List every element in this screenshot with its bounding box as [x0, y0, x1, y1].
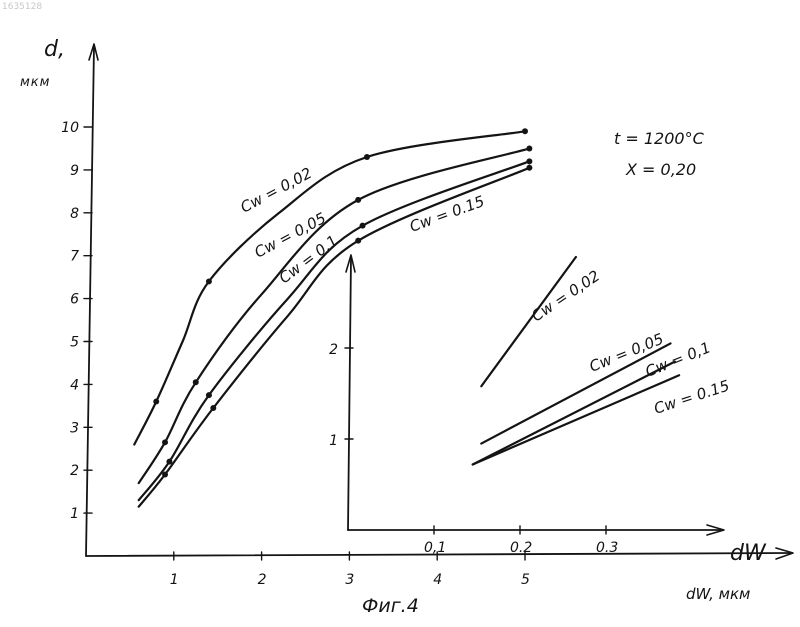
main-series-label: Cw = 0,02 — [237, 164, 315, 217]
corner-id: 1635128 — [2, 2, 42, 12]
y-tick-label: 2 — [70, 463, 79, 479]
main-ticks: 1 2 3 4 5 1 2 3 4 5 6 7 8 9 10 — [61, 120, 530, 588]
condition-fraction: X = 0,20 — [625, 160, 696, 179]
y-tick-label: 7 — [70, 249, 79, 265]
inset-x-axis-label: dW — [730, 541, 767, 566]
main-series-1: Cw = 0,02 — [134, 128, 528, 444]
data-point-marker — [193, 379, 199, 385]
y-tick-label: 5 — [70, 335, 79, 351]
data-point-marker — [153, 399, 159, 405]
x-tick-label: 2 — [258, 572, 267, 588]
data-point-marker — [526, 158, 532, 164]
y-tick-label: 9 — [70, 163, 79, 179]
data-point-marker — [360, 223, 366, 229]
main-series-line — [139, 168, 530, 507]
x-tick-label: 4 — [433, 572, 442, 588]
condition-temperature: t = 1200°C — [614, 129, 705, 148]
data-point-marker — [166, 459, 172, 465]
inset-x-tick-label: 0.2 — [510, 540, 532, 556]
inset-x-tick-label: 0,1 — [424, 540, 446, 556]
main-series-label: Cw = 0.15 — [407, 192, 487, 236]
data-point-marker — [522, 128, 528, 134]
inset-series-4: Cw = 0.15 — [473, 375, 732, 464]
inset-series-line — [481, 343, 670, 443]
main-series-4: Cw = 0.15 — [139, 165, 533, 507]
main-y-axis-unit: мкм — [20, 75, 50, 90]
inset-y-tick-label: 1 — [329, 433, 338, 449]
data-point-marker — [162, 439, 168, 445]
data-point-marker — [526, 165, 532, 171]
inset-series: Cw = 0,02Cw = 0,05Cw = 0,1Cw = 0.15 — [473, 257, 732, 464]
inset-series-1: Cw = 0,02 — [481, 257, 603, 386]
data-point-marker — [355, 238, 361, 244]
x-tick-label: 1 — [170, 572, 179, 588]
inset-series-label: Cw = 0,02 — [528, 267, 603, 326]
main-y-axis — [86, 46, 94, 556]
figure-caption: Фиг.4 — [362, 595, 419, 617]
y-tick-label: 8 — [70, 206, 79, 222]
main-series-line — [134, 131, 525, 444]
data-point-marker — [355, 197, 361, 203]
y-tick-label: 10 — [61, 120, 79, 136]
main-x-axis-label: dW, мкм — [686, 585, 750, 603]
main-series: Cw = 0,02Cw = 0,05Cw = 0,1Cw = 0.15 — [134, 128, 532, 506]
data-point-marker — [206, 392, 212, 398]
main-axes — [86, 44, 793, 559]
x-tick-label: 3 — [345, 572, 354, 588]
x-tick-label: 5 — [521, 572, 530, 588]
y-tick-label: 3 — [70, 420, 79, 436]
y-tick-label: 6 — [70, 292, 79, 308]
inset-y-axis — [348, 258, 351, 530]
inset-x-tick-label: 0.3 — [596, 540, 618, 556]
data-point-marker — [210, 405, 216, 411]
data-point-marker — [206, 278, 212, 284]
data-point-marker — [162, 471, 168, 477]
inset-y-tick-label: 2 — [329, 342, 338, 358]
main-y-axis-label: d, — [44, 37, 65, 62]
data-point-marker — [526, 145, 532, 151]
inset-ticks: 0,1 0.2 0.3 1 2 — [329, 342, 618, 556]
data-point-marker — [364, 154, 370, 160]
inset-series-line — [481, 257, 576, 386]
inset-series-line — [473, 362, 675, 465]
y-tick-label: 4 — [70, 377, 79, 393]
inset-series-line — [473, 375, 679, 464]
y-tick-label: 1 — [70, 506, 79, 522]
